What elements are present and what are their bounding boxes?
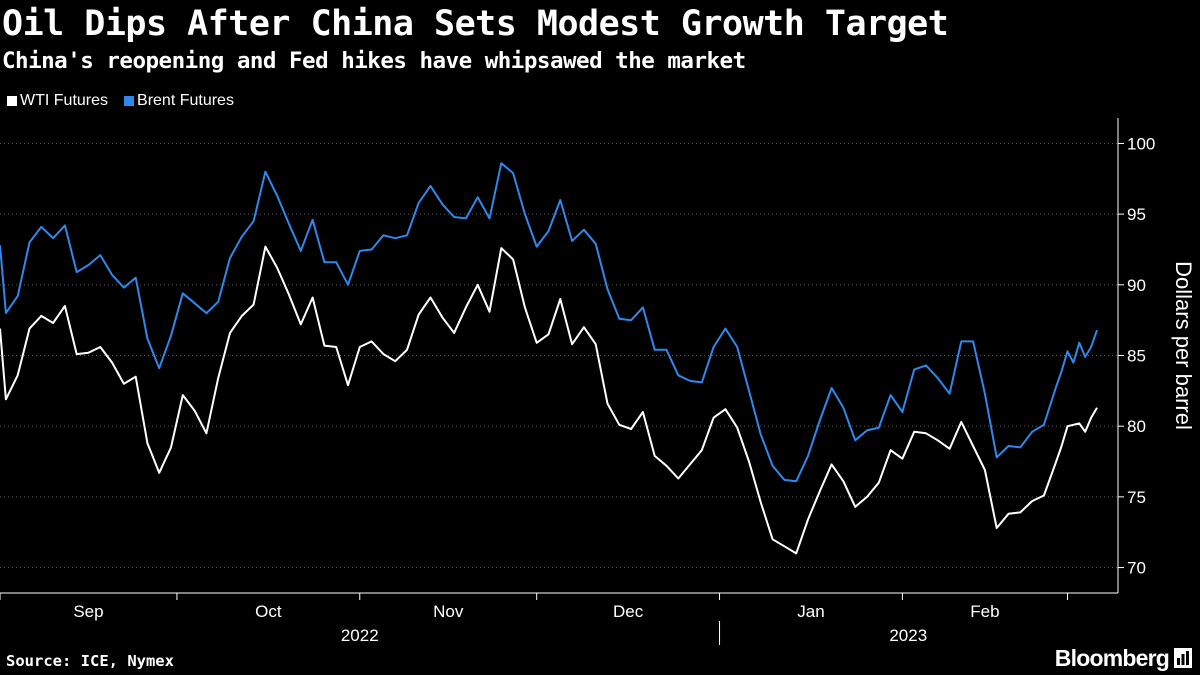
source-note: Source: ICE, Nymex: [6, 652, 174, 670]
y-tick-label: 80: [1127, 417, 1146, 436]
legend: WTI Futures Brent Futures: [7, 89, 250, 113]
x-month-label: Dec: [613, 602, 644, 621]
chart-title: Oil Dips After China Sets Modest Growth …: [2, 4, 949, 44]
legend-label-brent: Brent Futures: [137, 92, 234, 109]
legend-label-wti: WTI Futures: [20, 92, 109, 109]
x-month-label: Jan: [797, 602, 824, 621]
x-year-label: 2022: [341, 626, 379, 645]
legend-swatch-wti: [7, 96, 17, 106]
legend-swatch-brent: [124, 96, 135, 106]
chart-subtitle: China's reopening and Fed hikes have whi…: [2, 48, 746, 74]
legend-item-wti: WTI Futures: [7, 92, 108, 110]
y-tick-label: 95: [1127, 205, 1146, 224]
y-tick-label: 90: [1127, 276, 1146, 295]
bloomberg-logo: Bloomberg: [1055, 644, 1192, 672]
x-month-label: Feb: [970, 602, 999, 621]
y-tick-label: 75: [1127, 488, 1146, 507]
y-axis-title: Dollars per barrel: [1171, 261, 1196, 430]
series-line-brent: [0, 162, 1098, 483]
y-tick-label: 100: [1127, 134, 1155, 153]
x-month-label: Sep: [73, 602, 103, 621]
x-month-label: Oct: [255, 602, 282, 621]
x-year-label: 2023: [889, 626, 927, 645]
bar-chart-icon: [1174, 648, 1192, 668]
x-month-label: Nov: [433, 602, 464, 621]
legend-item-brent: Brent Futures: [124, 92, 234, 110]
y-tick-label: 85: [1127, 347, 1146, 366]
y-tick-label: 70: [1127, 559, 1146, 578]
series-line-wti: [0, 245, 1098, 555]
brand-wordmark: Bloomberg: [1054, 644, 1170, 671]
